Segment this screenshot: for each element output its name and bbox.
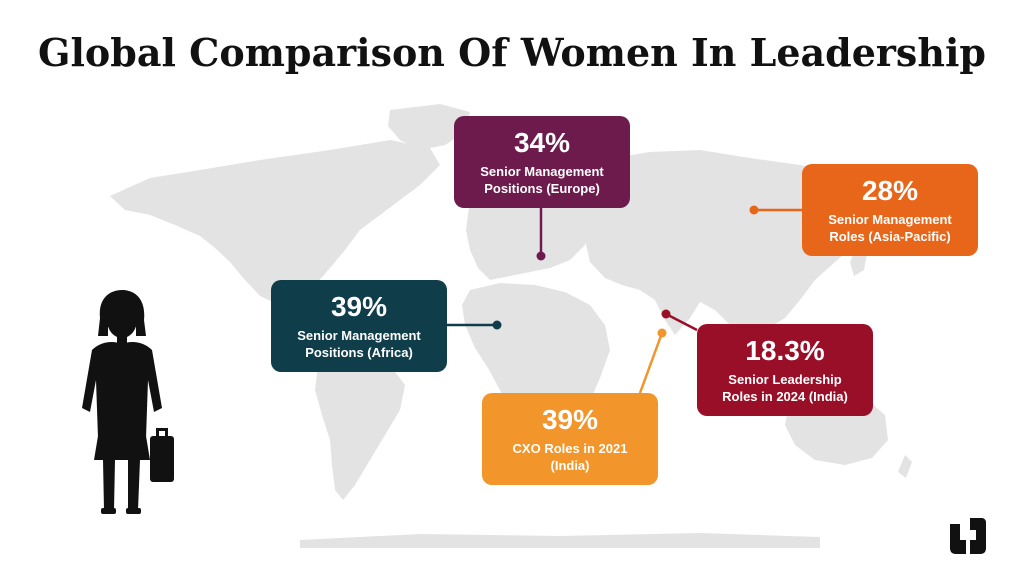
connector-india-cxo: [638, 332, 664, 394]
continent-south-america: [315, 345, 405, 500]
continent-antarctica: [300, 533, 820, 548]
callout-africa-label-2: Positions (Africa): [305, 345, 413, 360]
callout-india-cxo-label-2: (India): [550, 458, 590, 473]
callout-asia-pacific-percent: 28%: [861, 175, 919, 206]
callout-asia-pacific-label-2: Roles (Asia-Pacific): [829, 229, 951, 244]
callout-india-leadership-label-1: Senior Leadership: [728, 372, 842, 387]
callout-india-leadership-label-2: Roles in 2024 (India): [722, 389, 848, 404]
callout-india-cxo-percent: 39%: [541, 404, 599, 435]
businesswoman-icon: [82, 290, 174, 514]
pin-india-cxo: [657, 328, 667, 338]
pin-india-leadership: [661, 309, 671, 319]
callout-africa: 39% Senior Management Positions (Africa): [271, 280, 447, 372]
callout-asia-pacific-label-1: Senior Management: [828, 212, 952, 227]
callout-india-leadership-percent: 18.3%: [745, 335, 825, 366]
pin-europe: [536, 251, 546, 261]
brand-logo-icon: [950, 518, 986, 554]
callout-india-leadership: 18.3% Senior Leadership Roles in 2024 (I…: [697, 324, 873, 416]
callout-africa-label-1: Senior Management: [297, 328, 421, 343]
connector-india-leadership: [665, 312, 698, 332]
callout-africa-percent: 39%: [330, 291, 388, 322]
callout-europe-percent: 34%: [513, 127, 571, 158]
page-title: Global Comparison Of Women In Leadership: [38, 30, 986, 75]
pin-asia-pacific: [749, 205, 759, 215]
callout-europe-label-1: Senior Management: [480, 164, 604, 179]
island-new-zealand: [898, 455, 912, 478]
callout-europe: 34% Senior Management Positions (Europe): [454, 116, 630, 208]
continent-north-america: [110, 140, 440, 305]
callout-asia-pacific: 28% Senior Management Roles (Asia-Pacifi…: [802, 164, 978, 256]
callout-india-cxo: 39% CXO Roles in 2021 (India): [482, 393, 658, 485]
continent-greenland: [388, 104, 470, 150]
callout-india-cxo-label-1: CXO Roles in 2021: [512, 441, 628, 456]
pin-africa: [492, 320, 502, 330]
callout-europe-label-2: Positions (Europe): [484, 181, 600, 196]
